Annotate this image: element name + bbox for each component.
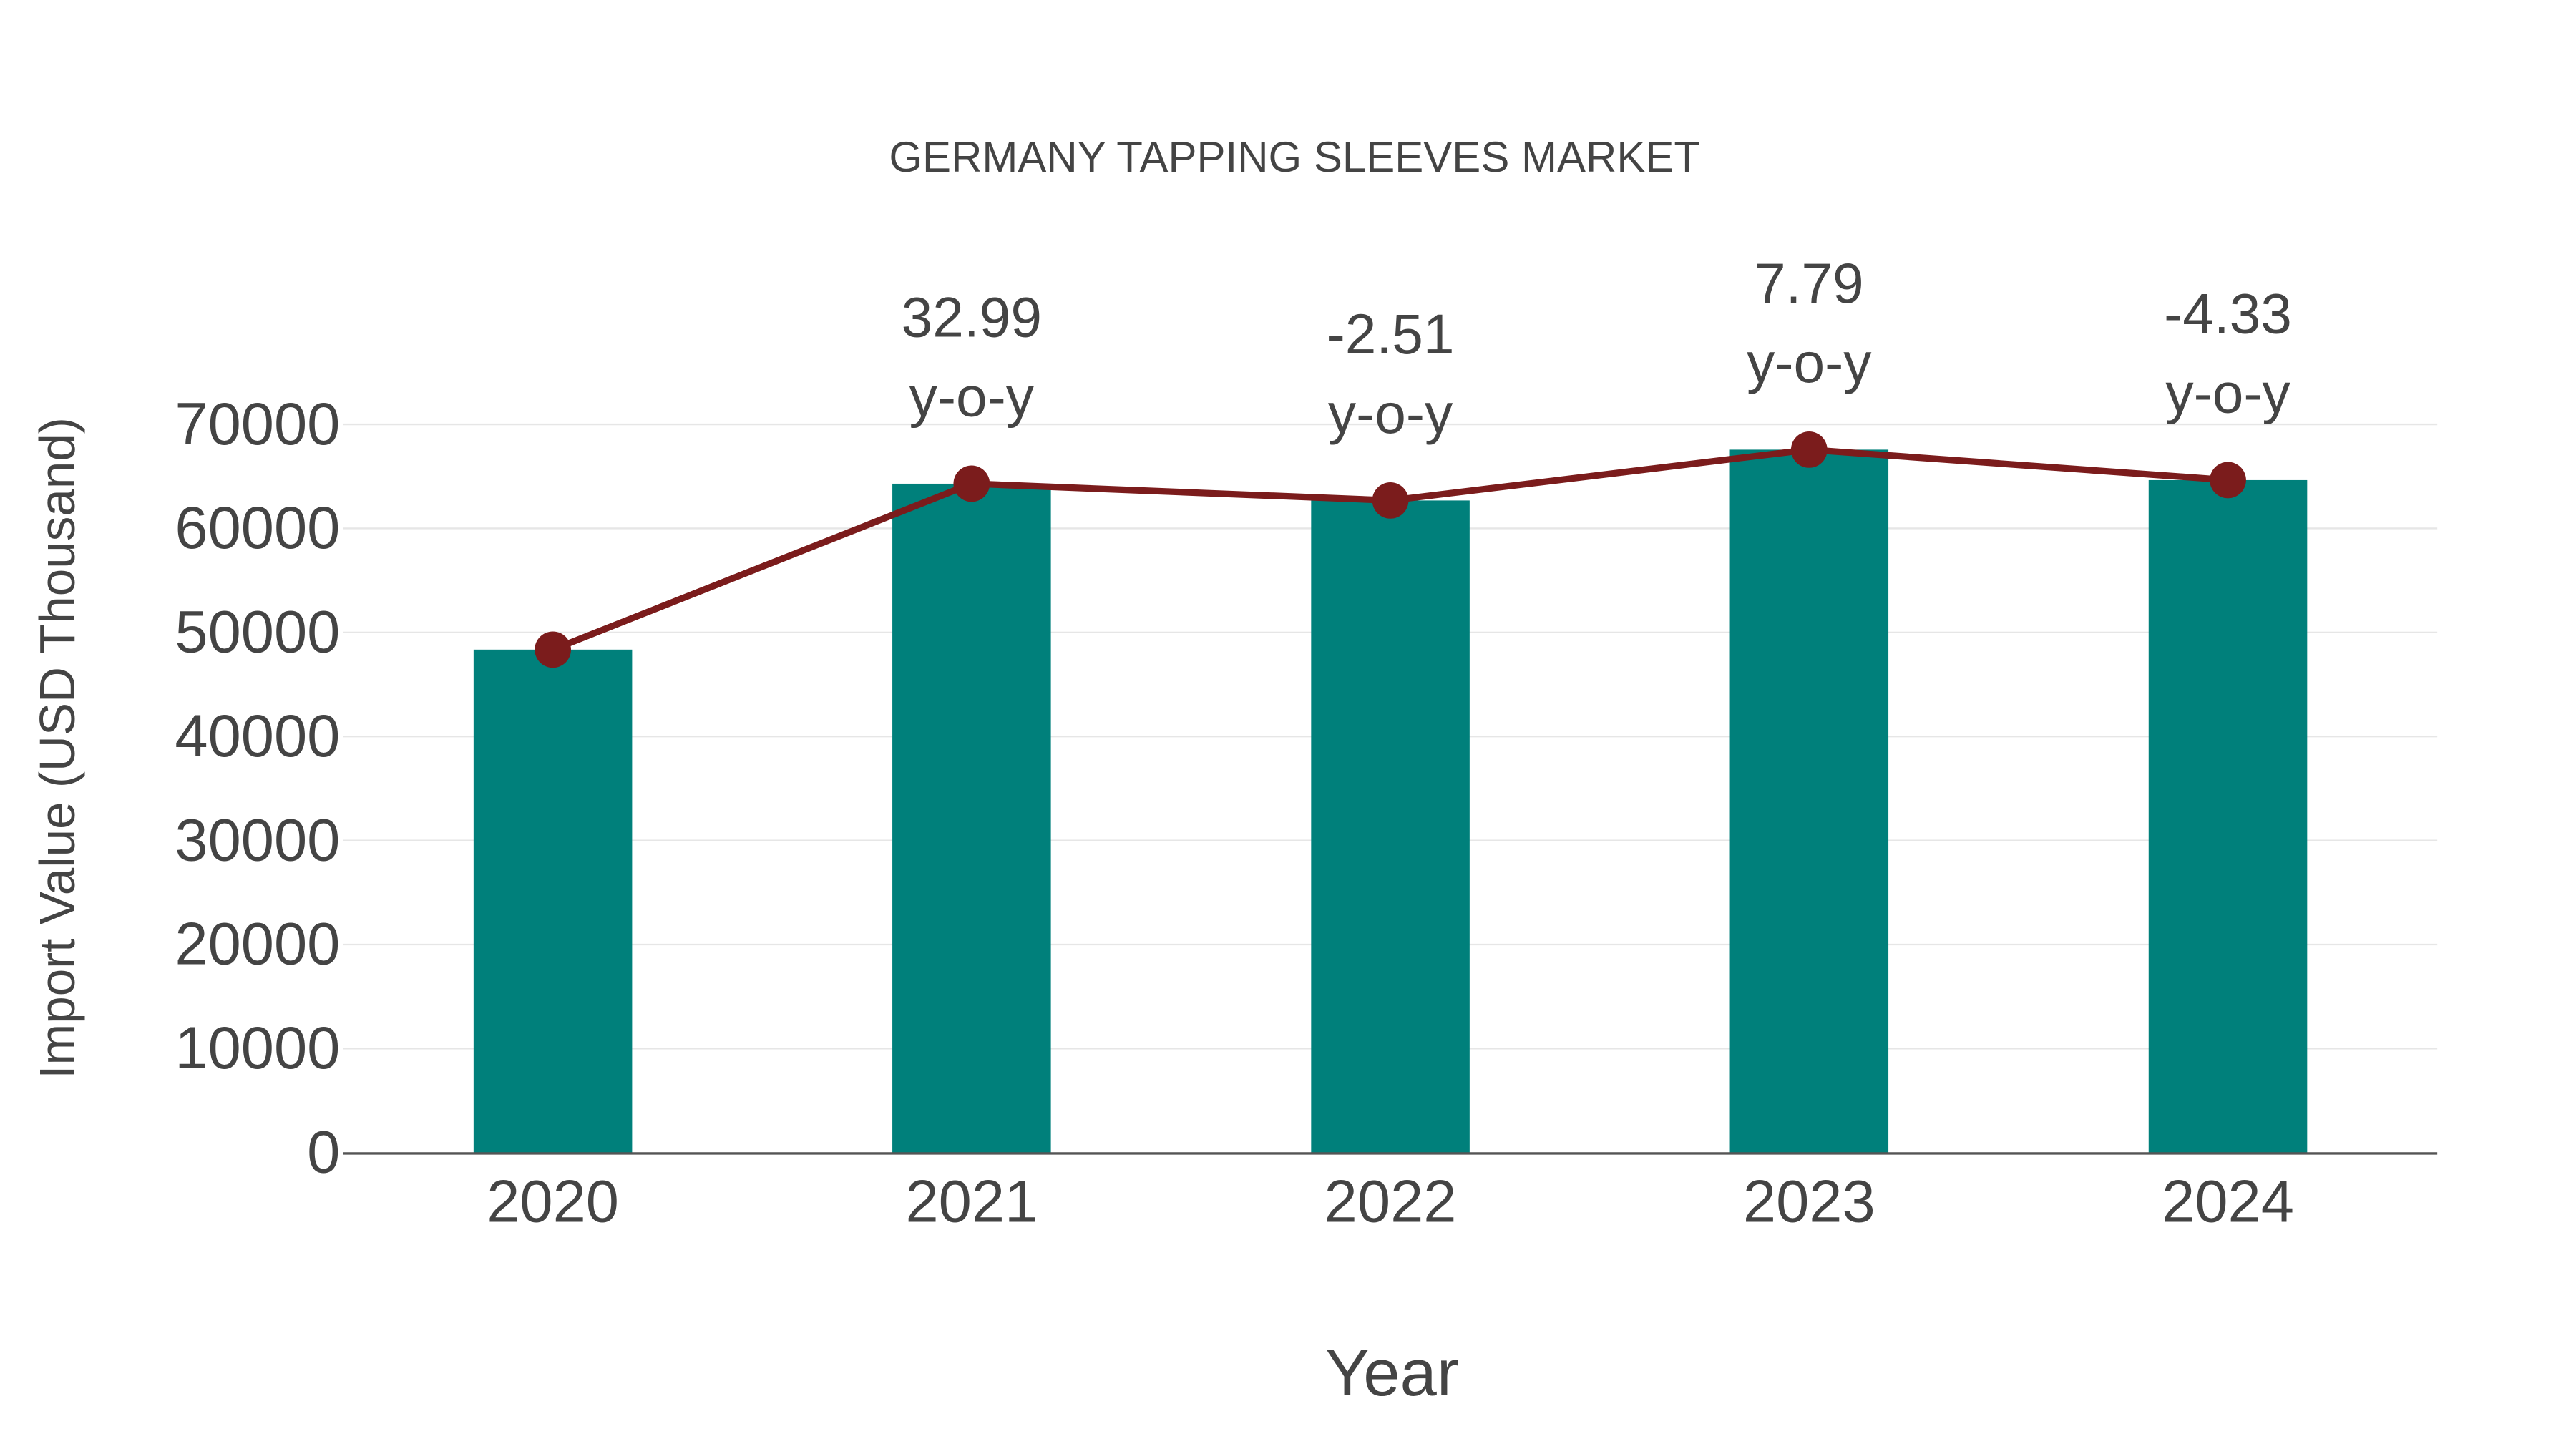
trend-marker-2023 [1790,431,1828,468]
bar-2022 [1311,500,1470,1153]
x-axis-title: Year [1325,1335,1458,1410]
annotation-value: -4.33 [2164,283,2292,346]
y-tick-label: 50000 [175,599,340,665]
x-tick-label: 2021 [905,1169,1038,1235]
y-tick-label: 10000 [175,1015,340,1081]
y-axis-title: Import Value (USD Thousand) [29,417,85,1079]
annotation-suffix: y-o-y [2165,361,2290,424]
x-tick-label: 2022 [1324,1169,1457,1235]
annotation-value: -2.51 [1327,303,1455,366]
x-tick-label: 2024 [2162,1169,2294,1235]
annotation-suffix: y-o-y [909,365,1035,428]
trend-marker-2022 [1372,482,1409,519]
bar-2023 [1729,449,1889,1153]
trend-marker-2021 [953,465,990,502]
annotations: 32.99 y-o-y -2.51 y-o-y 7.79 y-o-y -4.33 y-o-y [902,252,2292,445]
y-tick-label: 40000 [175,703,340,769]
x-tick-label: 2023 [1743,1169,1875,1235]
y-tick-label: 30000 [175,806,340,873]
bar-2020 [473,649,633,1153]
y-tick-label: 20000 [175,911,340,977]
y-tick-label: 0 [307,1118,340,1185]
trend-marker-2020 [535,631,571,668]
x-tick-labels: 2020 2021 2022 2023 2024 [487,1169,2294,1235]
bar-2021 [892,483,1051,1153]
chart-title: GERMANY TAPPING SLEEVES MARKET [889,133,1700,181]
bar-2024 [2148,479,2308,1153]
x-tick-label: 2020 [487,1169,619,1235]
annotation-suffix: y-o-y [1328,382,1453,445]
y-tick-label: 60000 [175,494,340,561]
y-tick-label: 70000 [175,391,340,457]
y-tick-labels: 0 10000 20000 30000 40000 50000 60000 70000 [175,391,340,1186]
trend-marker-2024 [2210,462,2246,499]
bars [473,449,2308,1153]
annotation-value: 7.79 [1755,252,1864,315]
trend-line [535,431,2246,668]
annotation-value: 32.99 [902,286,1042,349]
annotation-suffix: y-o-y [1747,331,1872,394]
